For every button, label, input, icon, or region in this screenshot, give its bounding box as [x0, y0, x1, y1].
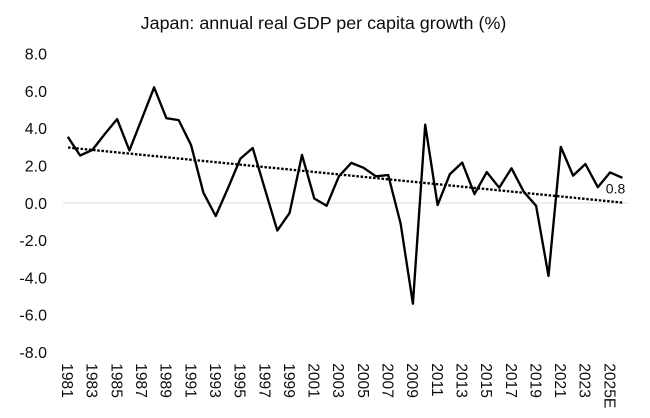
svg-text:2007: 2007	[379, 363, 396, 398]
svg-text:1993: 1993	[206, 363, 223, 398]
svg-text:6.0: 6.0	[25, 84, 47, 101]
svg-text:2011: 2011	[428, 363, 445, 397]
svg-text:0.0: 0.0	[25, 196, 47, 213]
svg-text:2025E: 2025E	[600, 363, 617, 408]
svg-text:1987: 1987	[132, 363, 149, 398]
svg-text:2019: 2019	[526, 363, 543, 398]
svg-text:4.0: 4.0	[25, 121, 47, 138]
svg-text:Japan: annual real GDP per cap: Japan: annual real GDP per capita growth…	[141, 13, 507, 33]
svg-text:1997: 1997	[255, 363, 272, 398]
svg-text:1983: 1983	[83, 363, 100, 398]
svg-text:1989: 1989	[157, 363, 174, 398]
svg-text:2.0: 2.0	[25, 159, 47, 176]
svg-text:0.8: 0.8	[606, 181, 626, 197]
svg-text:-6.0: -6.0	[19, 308, 47, 325]
svg-text:8.0: 8.0	[25, 47, 47, 64]
svg-text:2015: 2015	[477, 363, 494, 398]
svg-text:1991: 1991	[181, 363, 198, 398]
svg-text:2021: 2021	[551, 363, 568, 398]
svg-text:-4.0: -4.0	[19, 270, 47, 287]
svg-text:-8.0: -8.0	[19, 345, 47, 362]
svg-text:1981: 1981	[58, 363, 75, 398]
svg-text:1985: 1985	[107, 363, 124, 398]
svg-text:2003: 2003	[329, 363, 346, 398]
svg-text:1995: 1995	[231, 363, 248, 398]
svg-text:2017: 2017	[502, 363, 519, 398]
svg-text:2023: 2023	[576, 363, 593, 398]
svg-text:2009: 2009	[403, 363, 420, 398]
svg-text:2013: 2013	[453, 363, 470, 398]
svg-text:1999: 1999	[280, 363, 297, 398]
svg-text:-2.0: -2.0	[19, 233, 47, 250]
svg-text:2001: 2001	[305, 363, 322, 398]
svg-text:2005: 2005	[354, 363, 371, 398]
